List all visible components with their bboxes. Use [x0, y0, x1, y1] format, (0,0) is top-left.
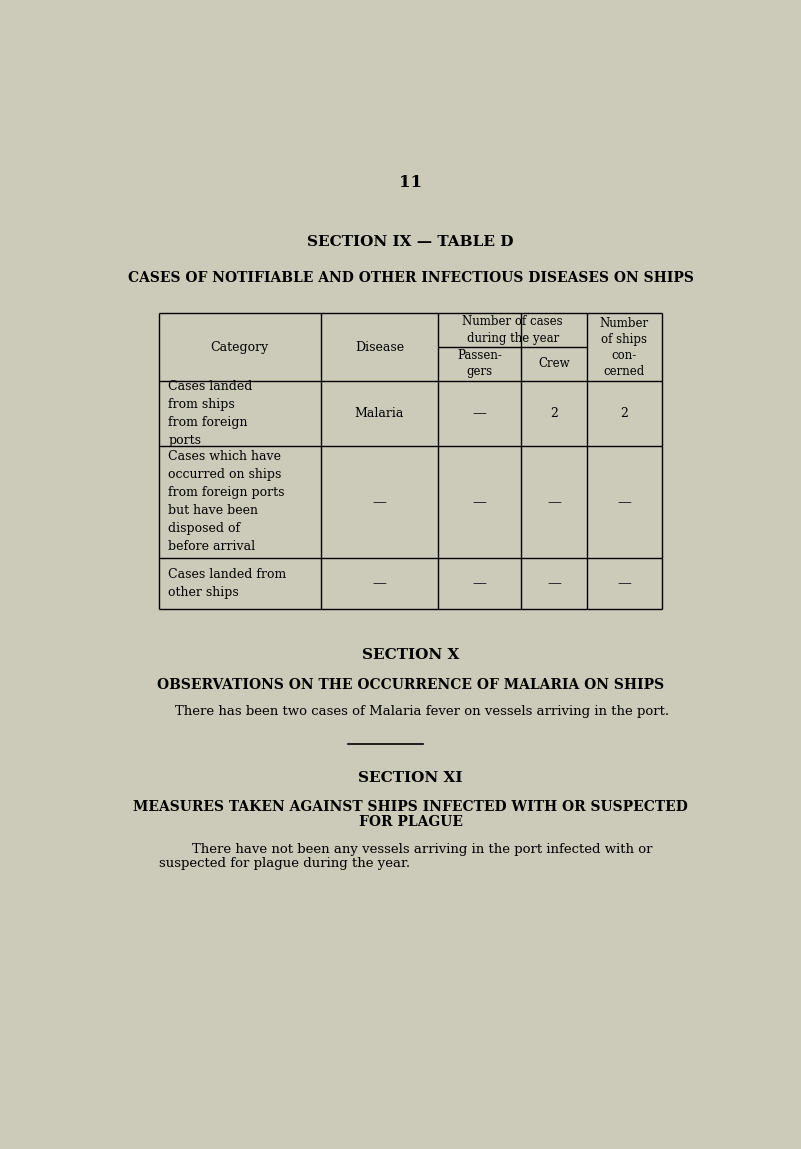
Text: MEASURES TAKEN AGAINST SHIPS INFECTED WITH OR SUSPECTED: MEASURES TAKEN AGAINST SHIPS INFECTED WI… [133, 800, 688, 813]
Text: 11: 11 [399, 173, 422, 191]
Text: —: — [547, 577, 561, 591]
Text: —: — [547, 495, 561, 509]
Text: suspected for plague during the year.: suspected for plague during the year. [159, 857, 410, 870]
Text: Number
of ships
con-
cerned: Number of ships con- cerned [600, 317, 649, 378]
Text: SECTION IX — TABLE D: SECTION IX — TABLE D [308, 236, 513, 249]
Text: Category: Category [211, 340, 269, 354]
Text: Malaria: Malaria [355, 407, 405, 421]
Text: SECTION XI: SECTION XI [358, 771, 463, 786]
Text: Cases landed
from ships
from foreign
ports: Cases landed from ships from foreign por… [168, 380, 253, 447]
Text: There has been two cases of Malaria fever on vessels arriving in the port.: There has been two cases of Malaria feve… [175, 704, 669, 718]
Text: Cases which have
occurred on ships
from foreign ports
but have been
disposed of
: Cases which have occurred on ships from … [168, 450, 285, 554]
Text: FOR PLAGUE: FOR PLAGUE [359, 815, 462, 828]
Text: 2: 2 [550, 407, 557, 421]
Text: CASES OF NOTIFIABLE AND OTHER INFECTIOUS DISEASES ON SHIPS: CASES OF NOTIFIABLE AND OTHER INFECTIOUS… [127, 271, 694, 285]
Text: There have not been any vessels arriving in the port infected with or: There have not been any vessels arriving… [175, 842, 652, 856]
Text: —: — [372, 577, 386, 591]
Text: —: — [473, 577, 487, 591]
Text: Number of cases
during the year: Number of cases during the year [462, 315, 563, 345]
Text: Crew: Crew [538, 357, 570, 370]
Text: —: — [618, 577, 631, 591]
Text: Passen-
gers: Passen- gers [457, 349, 502, 378]
Text: —: — [372, 495, 386, 509]
Text: 2: 2 [621, 407, 628, 421]
Text: Cases landed from
other ships: Cases landed from other ships [168, 568, 287, 599]
Text: Disease: Disease [355, 340, 404, 354]
Text: —: — [473, 407, 487, 421]
Text: —: — [473, 495, 487, 509]
Text: OBSERVATIONS ON THE OCCURRENCE OF MALARIA ON SHIPS: OBSERVATIONS ON THE OCCURRENCE OF MALARI… [157, 678, 664, 692]
Text: —: — [618, 495, 631, 509]
Text: SECTION X: SECTION X [362, 648, 459, 663]
